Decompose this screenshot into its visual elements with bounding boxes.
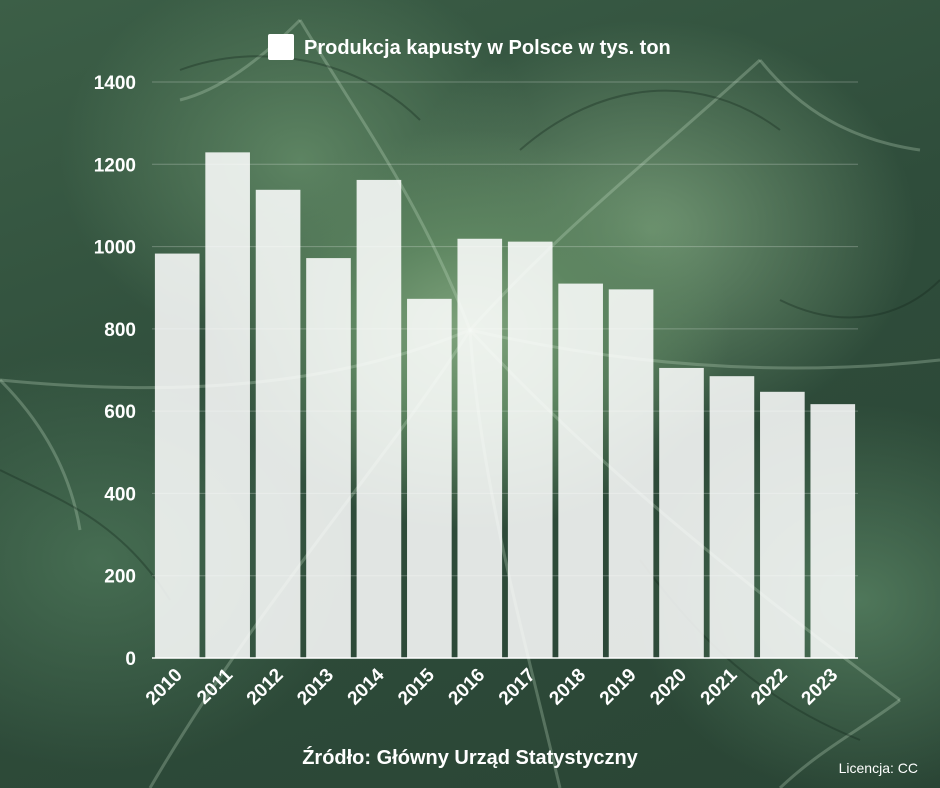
bar-2019 bbox=[608, 289, 654, 658]
x-tick-label: 2021 bbox=[697, 664, 742, 709]
x-tick-label: 2016 bbox=[445, 665, 490, 710]
bar-2015 bbox=[407, 298, 452, 658]
legend-label: Produkcja kapusty w Polsce w tys. ton bbox=[304, 37, 671, 59]
bar-2011 bbox=[205, 152, 250, 658]
bar-2017 bbox=[507, 241, 553, 659]
chart-legend: Produkcja kapusty w Polsce w tys. ton bbox=[268, 34, 671, 60]
legend-swatch bbox=[268, 34, 294, 60]
bar-2016 bbox=[457, 238, 503, 659]
x-tick-label: 2011 bbox=[193, 664, 237, 708]
y-tick-label: 1000 bbox=[94, 238, 136, 259]
x-tick-label: 2019 bbox=[596, 665, 641, 710]
x-tick-label: 2017 bbox=[495, 665, 540, 710]
x-tick-label: 2022 bbox=[747, 665, 792, 710]
bar-2021 bbox=[709, 376, 755, 658]
x-tick-label: 2018 bbox=[545, 665, 590, 710]
y-tick-label: 600 bbox=[104, 402, 136, 423]
y-tick-label: 400 bbox=[104, 484, 136, 505]
x-axis: 2010 2011 2012 2013 2014 2015 2016 2017 2018 2019… bbox=[142, 664, 842, 709]
source-caption: Źródło: Główny Urząd Statystyczny bbox=[302, 747, 638, 769]
x-tick-label: 2020 bbox=[646, 665, 691, 710]
x-tick-label: 2023 bbox=[798, 665, 843, 710]
y-tick-label: 1200 bbox=[94, 155, 136, 176]
y-tick-label: 200 bbox=[104, 567, 136, 588]
x-tick-label: 2013 bbox=[293, 665, 338, 710]
bar-2018 bbox=[558, 283, 603, 658]
bar-2013 bbox=[306, 258, 351, 658]
x-tick-label: 2015 bbox=[394, 664, 439, 709]
bar-2012 bbox=[255, 189, 301, 658]
y-tick-label: 1400 bbox=[94, 73, 136, 94]
y-tick-label: 800 bbox=[104, 320, 136, 341]
bar-2014 bbox=[356, 179, 402, 659]
bar-2022 bbox=[760, 391, 805, 658]
y-axis: 0 200 400 600 800 1000 1200 1400 bbox=[94, 73, 136, 670]
license-caption: Licencja: CC bbox=[838, 760, 918, 776]
bar-2010 bbox=[154, 253, 200, 658]
bar-2023 bbox=[810, 404, 856, 658]
x-tick-label: 2012 bbox=[243, 665, 288, 710]
x-tick-label: 2014 bbox=[344, 664, 389, 709]
x-tick-label: 2010 bbox=[142, 665, 187, 710]
bar-2020 bbox=[659, 367, 704, 658]
y-tick-label: 0 bbox=[125, 649, 136, 670]
bars bbox=[154, 152, 856, 659]
